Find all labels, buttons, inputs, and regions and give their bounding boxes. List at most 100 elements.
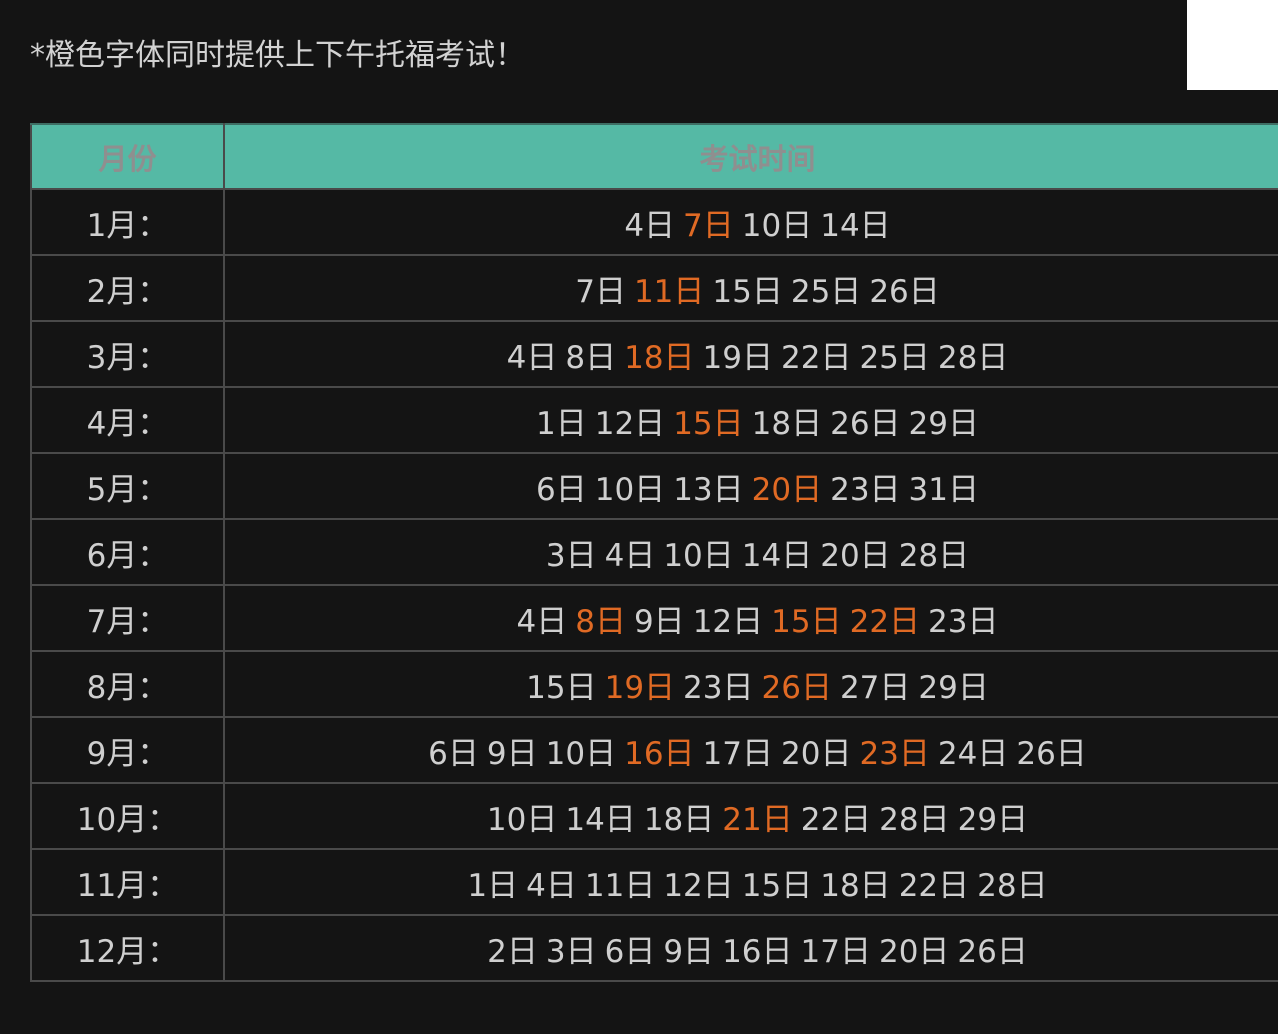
exam-date: 4日 <box>526 867 577 904</box>
exam-date: 11日 <box>584 867 656 904</box>
exam-date: 27日 <box>839 669 911 706</box>
exam-date-dual-session: 15日 <box>673 405 744 442</box>
exam-date-dual-session: 23日 <box>859 735 930 772</box>
blank-panel <box>1187 0 1278 90</box>
month-cell: 10月： <box>30 782 225 850</box>
exam-date: 23日 <box>928 603 999 640</box>
exam-date: 4日 <box>516 603 568 640</box>
exam-date: 7日 <box>575 273 626 310</box>
table-row: 2月： 7日 11日 15日 25日 26日 <box>30 254 1278 322</box>
exam-date-dual-session: 18日 <box>624 339 695 376</box>
exam-date: 28日 <box>898 537 970 574</box>
exam-date: 17日 <box>800 933 871 970</box>
exam-date: 10日 <box>486 801 558 838</box>
dates-column-header: 考试时间 <box>223 123 1278 190</box>
exam-date-dual-session: 19日 <box>604 669 676 706</box>
exam-date: 10日 <box>741 207 813 244</box>
exam-date: 1日 <box>467 867 519 904</box>
table-row: 10月： 10日 14日 18日 21日 22日 28日 29日 <box>30 782 1278 850</box>
exam-date-dual-session: 20日 <box>751 471 823 508</box>
exam-date: 22日 <box>898 867 970 904</box>
exam-date: 6日 <box>536 471 587 508</box>
table-row: 7月： 4日 8日 9日 12日 15日 22日 23日 <box>30 584 1278 652</box>
exam-date: 23日 <box>683 669 754 706</box>
exam-date: 6日 <box>428 735 479 772</box>
dates-cell: 1日 12日 15日 18日 26日 29日 <box>223 386 1278 454</box>
exam-date: 26日 <box>869 273 940 310</box>
exam-schedule-table: 月份 考试时间 1月： 4日 7日 10日 14日 2月： 7日 11日 15日 25日 26日 3月… <box>30 123 1278 982</box>
exam-date: 15日 <box>712 273 783 310</box>
exam-date: 8日 <box>565 339 617 376</box>
table-row: 1月： 4日 7日 10日 14日 <box>30 188 1278 256</box>
table-row: 11月： 1日 4日 11日 12日 15日 18日 22日 28日 <box>30 848 1278 916</box>
exam-date: 10日 <box>545 735 617 772</box>
table-header-row: 月份 考试时间 <box>30 123 1278 190</box>
exam-date: 4日 <box>624 207 676 244</box>
exam-date: 25日 <box>790 273 862 310</box>
exam-date: 29日 <box>908 405 979 442</box>
exam-date: 24日 <box>937 735 1009 772</box>
exam-date: 19日 <box>702 339 773 376</box>
dates-cell: 10日 14日 18日 21日 22日 28日 29日 <box>223 782 1278 850</box>
exam-date: 9日 <box>633 603 685 640</box>
exam-date: 20日 <box>820 537 891 574</box>
exam-date: 17日 <box>702 735 773 772</box>
table-row: 12月： 2日 3日 6日 9日 16日 17日 20日 26日 <box>30 914 1278 982</box>
exam-date: 16日 <box>722 933 793 970</box>
exam-date: 2日 <box>487 933 538 970</box>
exam-date: 15日 <box>741 867 813 904</box>
exam-date: 14日 <box>565 801 636 838</box>
month-cell: 11月： <box>30 848 225 916</box>
orange-note: *橙色字体同时提供上下午托福考试！ <box>30 38 525 73</box>
exam-date: 10日 <box>663 537 734 574</box>
dates-cell: 2日 3日 6日 9日 16日 17日 20日 26日 <box>223 914 1278 982</box>
table-body: 1月： 4日 7日 10日 14日 2月： 7日 11日 15日 25日 26日 3月： 4日 8日 18日… <box>30 188 1278 982</box>
exam-date: 20日 <box>781 735 852 772</box>
exam-date: 28日 <box>879 801 950 838</box>
exam-date-dual-session: 21日 <box>722 801 793 838</box>
exam-date: 3日 <box>545 933 597 970</box>
month-cell: 7月： <box>30 584 225 652</box>
exam-date: 15日 <box>526 669 597 706</box>
exam-date: 12日 <box>594 405 666 442</box>
exam-date: 4日 <box>506 339 558 376</box>
month-cell: 5月： <box>30 452 225 520</box>
exam-date: 14日 <box>741 537 813 574</box>
exam-date: 20日 <box>878 933 950 970</box>
exam-date: 26日 <box>1016 735 1087 772</box>
month-cell: 3月： <box>30 320 225 388</box>
month-cell: 1月： <box>30 188 225 256</box>
dates-cell: 3日 4日 10日 14日 20日 28日 <box>223 518 1278 586</box>
month-cell: 8月： <box>30 650 225 718</box>
month-cell: 6月： <box>30 518 225 586</box>
month-cell: 2月： <box>30 254 225 322</box>
table-row: 6月： 3日 4日 10日 14日 20日 28日 <box>30 518 1278 586</box>
exam-date: 18日 <box>820 867 891 904</box>
month-cell: 9月： <box>30 716 225 784</box>
exam-date: 14日 <box>820 207 891 244</box>
exam-date: 12日 <box>663 867 734 904</box>
exam-date: 22日 <box>781 339 852 376</box>
exam-date: 29日 <box>918 669 989 706</box>
exam-date: 13日 <box>673 471 744 508</box>
exam-date: 3日 <box>545 537 597 574</box>
table-row: 9月： 6日 9日 10日 16日 17日 20日 23日 24日 26日 <box>30 716 1278 784</box>
exam-date: 31日 <box>908 471 979 508</box>
exam-date: 4日 <box>604 537 656 574</box>
exam-date: 12日 <box>692 603 764 640</box>
month-cell: 4月： <box>30 386 225 454</box>
dates-cell: 4日 8日 9日 12日 15日 22日 23日 <box>223 584 1278 652</box>
exam-date-dual-session: 22日 <box>849 603 921 640</box>
exam-date: 26日 <box>830 405 901 442</box>
dates-cell: 7日 11日 15日 25日 26日 <box>223 254 1278 322</box>
exam-date: 18日 <box>643 801 715 838</box>
table-row: 5月： 6日 10日 13日 20日 23日 31日 <box>30 452 1278 520</box>
exam-date: 23日 <box>830 471 901 508</box>
exam-date: 6日 <box>604 933 656 970</box>
table-row: 3月： 4日 8日 18日 19日 22日 25日 28日 <box>30 320 1278 388</box>
dates-cell: 1日 4日 11日 12日 15日 18日 22日 28日 <box>223 848 1278 916</box>
dates-cell: 6日 9日 10日 16日 17日 20日 23日 24日 26日 <box>223 716 1278 784</box>
exam-date: 9日 <box>663 933 715 970</box>
exam-date-dual-session: 16日 <box>624 735 695 772</box>
